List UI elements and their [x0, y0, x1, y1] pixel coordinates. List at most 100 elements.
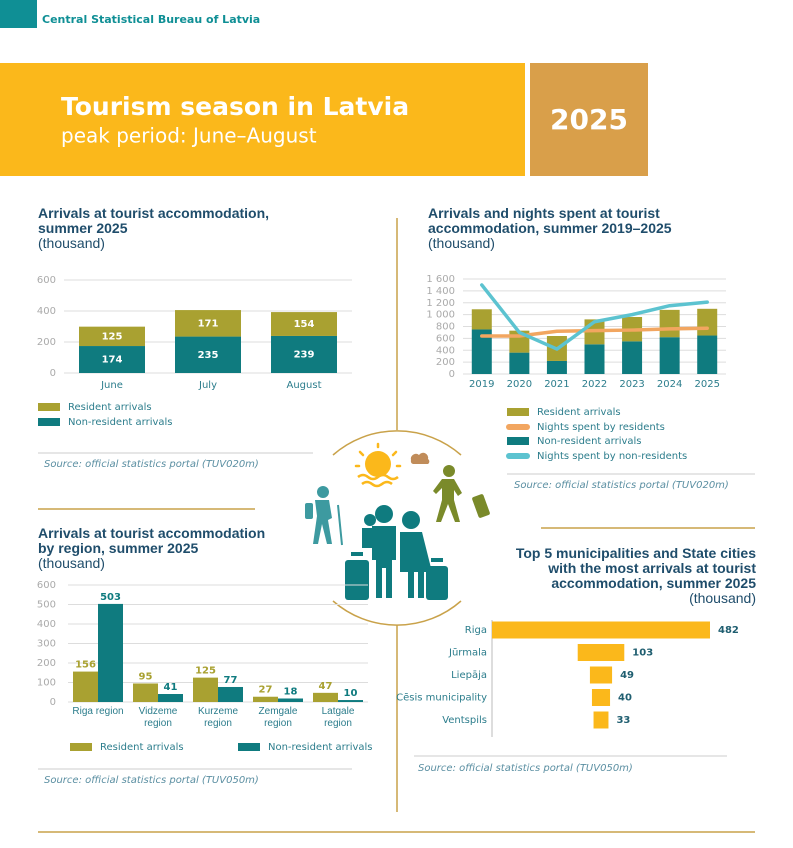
chart-unit: (thousand) — [38, 235, 105, 251]
legend-label: Resident arrivals — [100, 742, 184, 753]
source: Source: official statistics portal (TUV0… — [514, 480, 729, 491]
bar-segment — [697, 335, 718, 374]
bar — [218, 686, 243, 702]
bar-segment — [271, 312, 337, 336]
legend-swatch — [507, 437, 529, 445]
chart-title-block: Arrivals and nights spent at tourist acc… — [428, 206, 728, 251]
bar-segment — [471, 329, 492, 374]
legend-label: Nights spent by residents — [537, 422, 665, 433]
bar-segment — [659, 309, 680, 338]
bar — [593, 711, 609, 729]
legend-label: Non-resident arrivals — [68, 417, 173, 428]
legend-label: Nights spent by non-residents — [537, 451, 687, 462]
bar-segment — [659, 337, 680, 374]
x-tick-label: 2023 — [619, 379, 644, 390]
y-tick-label: 600 — [37, 275, 56, 286]
value-label: 125 — [195, 666, 216, 677]
value-label: 239 — [294, 349, 315, 360]
y-tick-label: 1 000 — [426, 310, 455, 321]
source: Source: official statistics portal (TUV0… — [44, 459, 259, 470]
bar — [589, 666, 613, 684]
y-tick-label: 400 — [37, 306, 56, 317]
value-label: 77 — [224, 675, 238, 686]
x-tick-label: Zemgale region — [258, 706, 298, 729]
bar-segment — [271, 335, 337, 373]
y-tick-label: 600 — [37, 580, 56, 591]
category-label: Jūrmala — [448, 648, 487, 659]
line — [480, 283, 709, 351]
source: Source: official statistics portal (TUV0… — [418, 763, 633, 774]
value-label: 49 — [620, 670, 634, 681]
x-tick-label: July — [198, 380, 217, 391]
bar — [278, 698, 303, 702]
legend-label: Resident arrivals — [68, 402, 152, 413]
x-tick-label: 2020 — [507, 379, 532, 390]
organization: Central Statistical Bureau of Latvia — [42, 13, 260, 26]
bar — [313, 692, 338, 702]
legend-label: Resident arrivals — [537, 407, 621, 418]
y-tick-label: 400 — [37, 619, 56, 630]
y-tick-label: 200 — [37, 337, 56, 348]
y-tick-label: 800 — [436, 322, 455, 333]
x-tick-label: 2024 — [657, 379, 682, 390]
value-label: 103 — [632, 648, 653, 659]
legend-label: Non-resident arrivals — [537, 436, 642, 447]
y-tick-label: 1 400 — [426, 286, 455, 297]
legend-swatch — [507, 408, 529, 416]
category-label: Cēsis municipality — [396, 693, 487, 704]
decor-arc — [332, 600, 462, 626]
value-label: 174 — [102, 355, 123, 366]
category-label: Riga — [465, 625, 487, 636]
x-tick-label: Kurzeme region — [197, 706, 238, 729]
bar — [193, 677, 218, 702]
y-tick-label: 600 — [436, 333, 455, 344]
value-label: 235 — [198, 350, 219, 361]
x-tick-label: 2021 — [544, 379, 569, 390]
chart-title-block: Arrivals at tourist accommodation by reg… — [38, 526, 275, 571]
value-label: 482 — [718, 625, 739, 636]
x-tick-label: June — [100, 380, 123, 391]
bar-segment — [697, 308, 718, 336]
bar-segment — [79, 346, 145, 373]
legend-swatch — [38, 403, 60, 411]
y-tick-label: 200 — [37, 658, 56, 669]
value-label: 27 — [259, 685, 273, 696]
x-tick-label: August — [287, 380, 322, 391]
bar — [591, 689, 611, 706]
x-tick-label: 2019 — [469, 379, 494, 390]
x-tick-label: Riga region — [72, 706, 124, 717]
chart-unit: (thousand) — [38, 555, 105, 571]
chart-unit: (thousand) — [689, 590, 756, 606]
title-banner — [0, 63, 525, 176]
value-label: 171 — [198, 318, 219, 329]
chart-title: Arrivals and nights spent at tourist acc… — [428, 205, 672, 236]
bar — [158, 694, 183, 702]
sun-icon — [354, 442, 402, 488]
x-tick-label: Latgale region — [321, 706, 355, 729]
value-label: 95 — [139, 671, 153, 682]
y-tick-label: 1 600 — [426, 274, 455, 285]
legend-swatch — [70, 743, 92, 751]
year: 2025 — [550, 103, 628, 136]
hiker-icon — [305, 486, 343, 546]
value-label: 125 — [102, 331, 123, 342]
bar-segment — [509, 352, 530, 374]
y-tick-label: 500 — [37, 600, 56, 611]
chart-title-block: Top 5 municipalities and State cities wi… — [494, 546, 756, 606]
chart-title: Arrivals at tourist accommodation, summe… — [38, 205, 270, 236]
traveler-icon — [433, 465, 490, 522]
value-label: 41 — [164, 682, 178, 693]
bar — [492, 621, 710, 639]
x-tick-label: Vidzeme region — [138, 706, 178, 729]
chart-title-block: Arrivals at tourist accommodation, summe… — [38, 206, 298, 251]
main-subtitle: peak period: June–August — [61, 124, 317, 148]
cloud-icon — [410, 452, 430, 464]
bar-segment — [622, 341, 643, 374]
bar-segment — [175, 310, 241, 337]
legend-swatch — [238, 743, 260, 751]
main-title: Tourism season in Latvia — [61, 92, 409, 121]
y-tick-label: 300 — [37, 639, 56, 650]
x-tick-label: 2022 — [582, 379, 607, 390]
legend-label: Non-resident arrivals — [268, 742, 373, 753]
chart-title: Arrivals at tourist accommodation by reg… — [38, 525, 266, 556]
